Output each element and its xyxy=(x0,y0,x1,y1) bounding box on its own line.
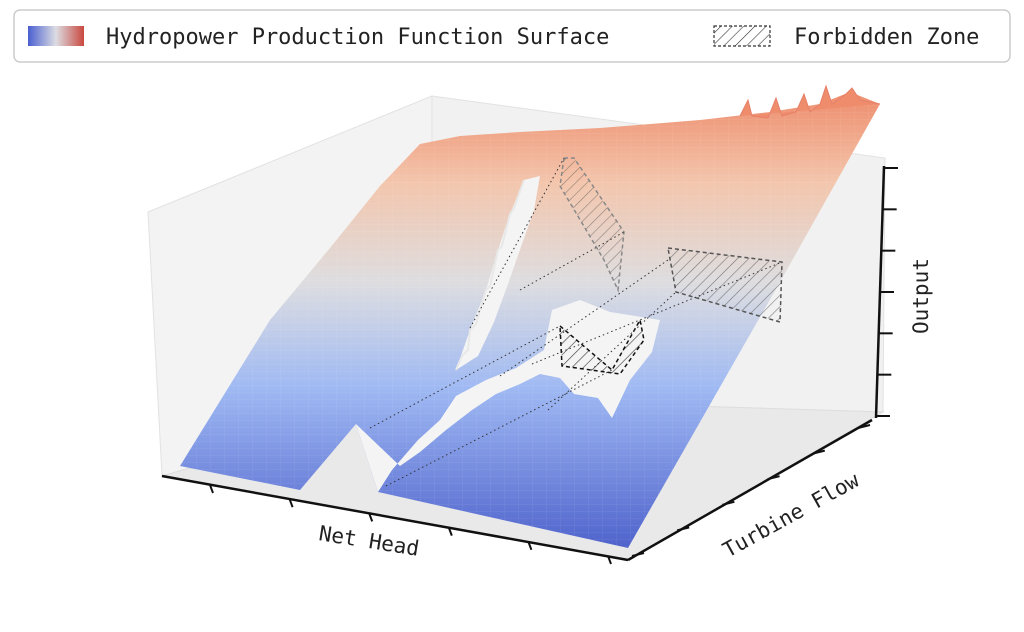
x-axis-tick xyxy=(288,498,294,508)
y-axis-tick xyxy=(857,424,871,429)
y-axis-tick xyxy=(676,526,690,532)
projection-lines xyxy=(369,157,783,487)
forbidden-zone-3 xyxy=(559,317,645,375)
y-axis-ticks xyxy=(631,424,871,557)
y-axis-tick xyxy=(722,500,735,506)
legend-forbidden-swatch xyxy=(713,25,771,47)
x-axis-tick xyxy=(607,555,612,565)
surface-hole-edge xyxy=(455,179,525,371)
x-axis-tick xyxy=(447,527,453,536)
z-axis-label: Output xyxy=(909,258,933,334)
surface-grid xyxy=(180,92,880,548)
legend-surface-swatch xyxy=(28,26,84,46)
y-axis-tick xyxy=(767,475,780,481)
y-axis-tick xyxy=(812,449,826,455)
legend-surface-label: Hydropower Production Function Surface xyxy=(106,25,609,50)
forbidden-zones xyxy=(369,157,783,487)
legend: Hydropower Production Function Surface F… xyxy=(13,9,1011,63)
y-axis-line xyxy=(627,418,873,562)
legend-frame xyxy=(13,9,1011,63)
x-axis-ticks xyxy=(209,484,612,565)
x-axis-line xyxy=(161,474,629,562)
axes xyxy=(161,165,898,565)
x-axis-tick xyxy=(527,541,533,551)
y-axis-tick xyxy=(631,552,645,557)
x-axis-label: Net Head xyxy=(317,521,421,561)
z-axis-ticks xyxy=(876,167,898,417)
x-axis-tick xyxy=(209,484,214,494)
surface-spikes xyxy=(739,84,881,119)
legend-forbidden-label: Forbidden Zone xyxy=(794,25,979,50)
forbidden-zone-2 xyxy=(667,247,783,323)
forbidden-zone-1 xyxy=(559,157,625,293)
x-axis-tick xyxy=(368,513,374,522)
